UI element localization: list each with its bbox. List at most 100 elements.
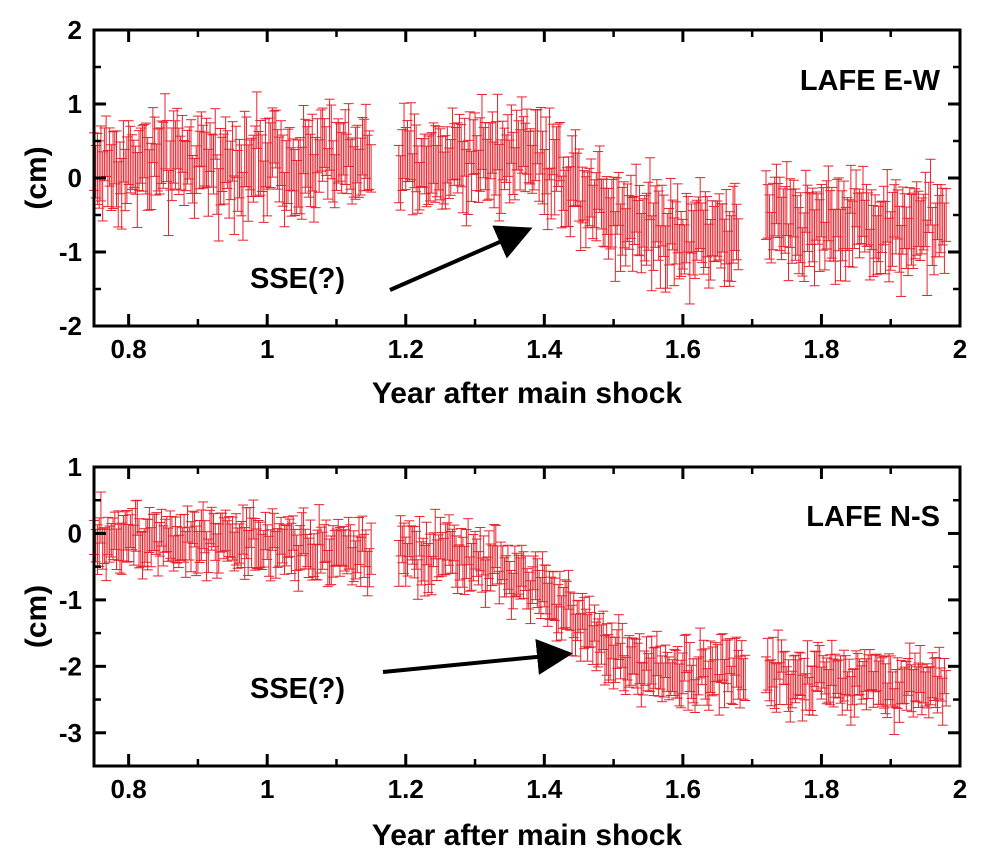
y-tick-label: -1 [59, 585, 82, 615]
y-tick-label: 1 [68, 452, 82, 482]
error-bar-point [317, 107, 328, 182]
error-bar-point [400, 127, 411, 191]
ew-sse-annotation: SSE(?) [250, 225, 533, 295]
ns-sse-arrow [382, 639, 573, 675]
x-tick-label: 1.4 [526, 334, 563, 364]
error-bar-point [920, 171, 931, 248]
error-bar-point [144, 506, 155, 553]
error-bar-point [222, 520, 233, 562]
ew-ticks: 0.8 1 1.2 1.4 1.6 1.8 2 -2 -1 0 1 2 [59, 15, 967, 364]
error-bar-point [286, 147, 297, 217]
error-bar-point [909, 188, 920, 260]
error-bar-point [215, 127, 226, 206]
error-bar-point [774, 176, 785, 252]
error-bar-point [366, 522, 377, 575]
x-tick-label: 1 [260, 334, 274, 364]
error-bar-point [634, 184, 645, 257]
error-bar-point [341, 133, 352, 195]
x-tick-label: 2 [953, 774, 967, 804]
ns-data-layer [89, 491, 952, 736]
error-bar-point [868, 205, 879, 278]
error-bar-point [267, 107, 278, 178]
error-bar-point [125, 125, 136, 194]
error-bar-point [783, 659, 794, 712]
ew-y-axis-title: (cm) [20, 146, 53, 209]
error-bar-point [925, 158, 936, 226]
error-bar-point [939, 202, 950, 274]
error-bar-point [773, 629, 784, 680]
y-tick-label: 0 [68, 518, 82, 548]
error-bar-point [364, 548, 375, 588]
error-bar-point [788, 655, 799, 700]
x-tick-label: 1.2 [388, 774, 424, 804]
ns-plot-frame [92, 465, 962, 768]
x-tick-label: 0.8 [111, 334, 147, 364]
y-tick-label: 2 [68, 15, 82, 45]
y-tick-label: -1 [59, 237, 82, 267]
error-bar-point [509, 545, 520, 598]
error-bar-point [210, 108, 221, 160]
error-bar-point [733, 218, 744, 271]
error-bar-point [892, 657, 903, 709]
error-bar-point [350, 126, 361, 200]
ew-sse-arrow [389, 225, 533, 292]
ns-sse-label: SSE(?) [250, 673, 345, 705]
error-bar-point [501, 555, 512, 598]
error-bar-point [593, 618, 604, 668]
error-bar-point [364, 130, 375, 190]
error-bar-point [239, 527, 250, 580]
error-bar-point [255, 521, 266, 569]
error-bar-point [807, 187, 818, 263]
panel-ns: 0.8 1 1.2 1.4 1.6 1.8 2-3-2-101 LAFE N-S (cm) … [20, 452, 967, 852]
error-bar-point [520, 122, 531, 193]
x-tick-label: 0.8 [111, 774, 147, 804]
error-bar-point [475, 117, 486, 192]
error-bar-point [253, 131, 264, 197]
error-bar-point [740, 654, 751, 702]
error-bar-point [922, 663, 933, 709]
error-bar-point [196, 509, 207, 561]
error-bar-point [731, 203, 742, 261]
error-bar-point [676, 210, 687, 277]
y-tick-label: -2 [59, 651, 82, 681]
x-tick-label: 1.4 [526, 774, 563, 804]
ew-sse-label: SSE(?) [250, 263, 345, 295]
error-bar-point [452, 122, 463, 194]
error-bar-point [160, 93, 171, 170]
x-tick-label: 1.6 [665, 334, 701, 364]
error-bar-point [738, 658, 749, 700]
x-tick-label: 1.2 [388, 334, 424, 364]
error-bar-point [941, 670, 952, 707]
y-tick-label: -2 [59, 311, 82, 341]
error-bar-point [250, 518, 261, 571]
error-bar-point [664, 656, 675, 701]
error-bar-point [463, 139, 474, 215]
error-bar-point [695, 627, 706, 679]
error-bar-point [231, 513, 242, 566]
error-bar-point [227, 121, 238, 182]
error-bar-point [468, 534, 479, 582]
error-bar-point [328, 525, 339, 578]
y-tick-label: -3 [59, 718, 82, 748]
y-tick-label: 0 [68, 163, 82, 193]
error-bar-point [447, 107, 458, 181]
ns-x-axis-title: Year after main shock [372, 819, 682, 852]
error-bar-point [490, 524, 501, 569]
x-tick-label: 2 [953, 334, 967, 364]
ns-ticks: 0.8 1 1.2 1.4 1.6 1.8 2 -3 -2 -1 0 1 [59, 452, 967, 804]
error-bar-point [939, 657, 950, 695]
ew-data-layer [89, 91, 952, 305]
error-bar-point [618, 181, 629, 249]
error-bar-point [315, 109, 326, 172]
x-tick-label: 1.8 [803, 774, 839, 804]
error-bar-point [624, 635, 635, 688]
ns-sse-annotation: SSE(?) [250, 639, 573, 705]
ns-panel-label: LAFE N-S [806, 501, 940, 533]
error-bar-point [802, 184, 813, 252]
ns-y-axis-title: (cm) [20, 585, 53, 648]
error-bar-point [95, 125, 106, 202]
panel-ew: 0.8 1 1.2 1.4 1.6 1.8 2 -2 -1 0 1 2 LAFE E-W (cm) Y… [20, 15, 967, 410]
error-bar-point [366, 144, 377, 193]
error-bar-point [121, 509, 132, 563]
